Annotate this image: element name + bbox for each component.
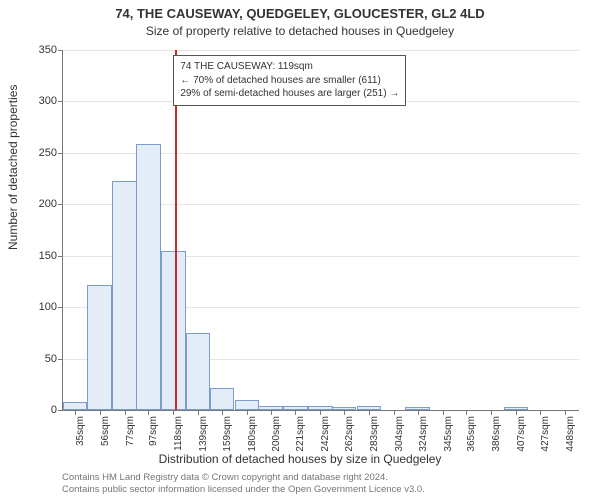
grid-line (63, 50, 579, 51)
page-subtitle: Size of property relative to detached ho… (0, 24, 600, 38)
x-tick-label: 407sqm (516, 416, 527, 452)
x-tick-mark (344, 410, 345, 415)
y-tick-mark (58, 307, 63, 308)
x-tick-mark (394, 410, 395, 415)
x-tick-label: 139sqm (198, 416, 209, 452)
x-tick-label: 283sqm (369, 416, 380, 452)
x-tick-mark (418, 410, 419, 415)
y-tick-label: 150 (39, 250, 57, 262)
x-tick-label: 386sqm (491, 416, 502, 452)
x-tick-mark (173, 410, 174, 415)
x-tick-label: 118sqm (173, 416, 184, 451)
x-tick-label: 304sqm (394, 416, 405, 452)
x-tick-label: 448sqm (565, 416, 576, 452)
annotation-line-3: 29% of semi-detached houses are larger (… (180, 87, 399, 101)
x-tick-mark (466, 410, 467, 415)
histogram-bar (136, 144, 161, 410)
histogram-bar (87, 285, 112, 410)
x-tick-label: 200sqm (271, 416, 282, 452)
x-tick-mark (369, 410, 370, 415)
y-tick-mark (58, 256, 63, 257)
x-tick-label: 180sqm (247, 416, 258, 452)
y-tick-label: 100 (39, 301, 57, 313)
x-tick-mark (100, 410, 101, 415)
x-tick-mark (516, 410, 517, 415)
x-tick-label: 242sqm (320, 416, 331, 452)
x-tick-mark (491, 410, 492, 415)
footnote-line-2: Contains public sector information licen… (62, 484, 578, 496)
x-tick-mark (565, 410, 566, 415)
x-tick-mark (148, 410, 149, 415)
plot-area: 05010015020025030035035sqm56sqm77sqm97sq… (62, 50, 579, 411)
footnote-line-1: Contains HM Land Registry data © Crown c… (62, 472, 578, 484)
y-tick-mark (58, 101, 63, 102)
x-tick-label: 324sqm (418, 416, 429, 452)
y-tick-label: 300 (39, 95, 57, 107)
x-tick-mark (222, 410, 223, 415)
x-tick-label: 427sqm (540, 416, 551, 452)
x-tick-mark (443, 410, 444, 415)
histogram-bar (161, 251, 186, 410)
x-tick-label: 221sqm (295, 416, 306, 452)
y-tick-mark (58, 359, 63, 360)
histogram-bar (112, 181, 137, 410)
x-axis-label: Distribution of detached houses by size … (0, 452, 600, 466)
x-tick-label: 35sqm (75, 416, 86, 446)
x-tick-mark (295, 410, 296, 415)
histogram-bar (210, 388, 235, 410)
x-tick-label: 345sqm (443, 416, 454, 452)
x-tick-label: 97sqm (148, 416, 159, 446)
x-tick-mark (198, 410, 199, 415)
y-tick-mark (58, 50, 63, 51)
x-tick-mark (75, 410, 76, 415)
y-tick-label: 200 (39, 198, 57, 210)
x-tick-mark (320, 410, 321, 415)
x-tick-label: 159sqm (222, 416, 233, 452)
annotation-line-2: ← 70% of detached houses are smaller (61… (180, 74, 399, 88)
histogram-bar (63, 402, 88, 410)
x-tick-mark (271, 410, 272, 415)
x-tick-mark (125, 410, 126, 415)
y-tick-mark (58, 153, 63, 154)
y-axis-label: Number of detached properties (6, 85, 20, 250)
histogram-bar (186, 333, 211, 410)
histogram-bar (235, 400, 260, 410)
page-title: 74, THE CAUSEWAY, QUEDGELEY, GLOUCESTER,… (0, 6, 600, 21)
x-tick-label: 77sqm (125, 416, 136, 446)
y-tick-label: 0 (51, 404, 57, 416)
x-tick-label: 365sqm (466, 416, 477, 452)
y-tick-mark (58, 410, 63, 411)
x-tick-label: 56sqm (100, 416, 111, 446)
annotation-line-1: 74 THE CAUSEWAY: 119sqm (180, 60, 399, 74)
chart-container: 74, THE CAUSEWAY, QUEDGELEY, GLOUCESTER,… (0, 0, 600, 500)
y-tick-label: 50 (45, 353, 57, 365)
x-tick-mark (540, 410, 541, 415)
y-tick-mark (58, 204, 63, 205)
x-tick-mark (247, 410, 248, 415)
annotation-box: 74 THE CAUSEWAY: 119sqm ← 70% of detache… (173, 55, 406, 106)
y-tick-label: 250 (39, 147, 57, 159)
y-tick-label: 350 (39, 44, 57, 56)
x-tick-label: 262sqm (344, 416, 355, 452)
